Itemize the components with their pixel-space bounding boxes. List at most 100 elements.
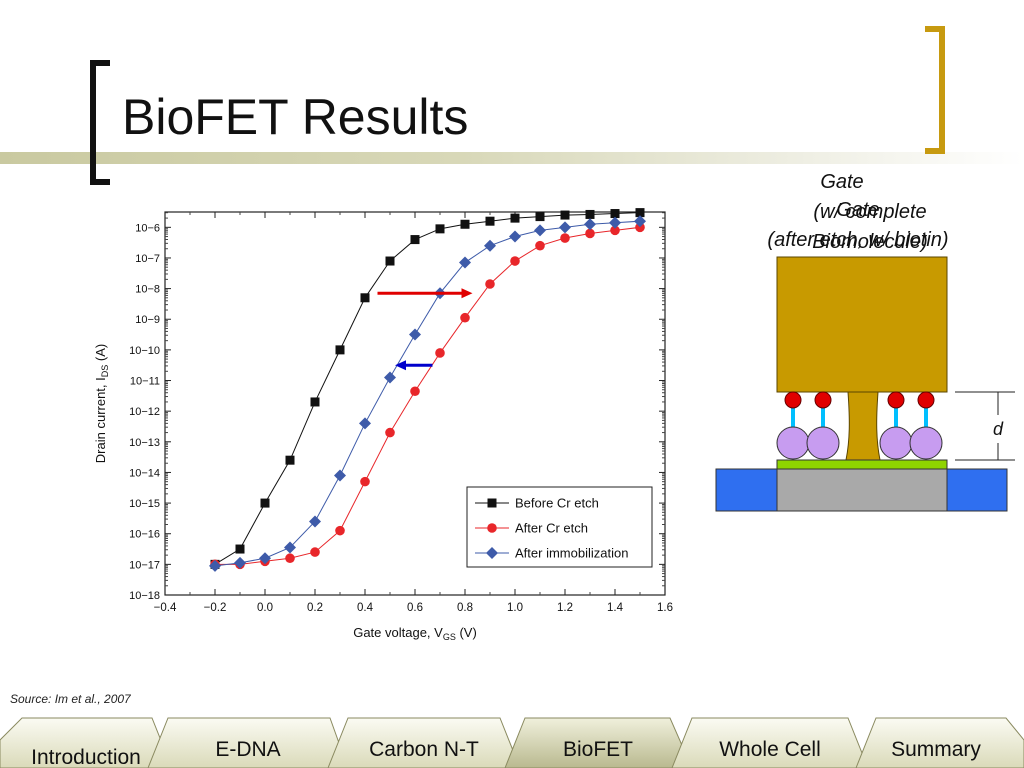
right-bracket-decoration [925,26,945,154]
x-tick-label: 0.0 [257,602,273,614]
data-point [484,239,496,252]
nav-tab-introduction-label: Introduction [31,746,141,768]
data-point [459,256,471,269]
drain-current-chart: 10−18 10−17 10−16 10−15 10−14 10−13 10−12 10−11… [93,208,673,642]
chart-legend: Before Cr etch After Cr etch After immobil… [466,486,653,568]
y-tick-label: 10−8 [135,284,160,296]
data-point [509,230,521,243]
series-diamond [209,215,646,572]
data-point [285,455,295,465]
legend-box [466,486,653,568]
channel-substrate [776,468,948,512]
protein-1 [776,426,810,460]
data-point [460,312,470,323]
left-bracket-decoration [90,60,110,185]
nav-tab-whole-cell-label: Whole Cell [719,738,821,761]
data-point [285,553,295,564]
biotin-dot-3 [887,391,905,409]
shift-arrow-head [395,360,406,371]
data-point [359,417,371,430]
y-tick-label: 10−6 [135,222,160,234]
y-tick-label: 10−12 [129,406,160,418]
data-point [260,498,270,508]
data-point [335,345,345,355]
y-tick-label: 10−10 [129,345,160,357]
nav-tab-carbon-n-t-label: Carbon N-T [369,738,479,761]
data-point [609,216,621,229]
y-tick-label: 10−17 [129,559,160,571]
data-point [310,397,320,407]
nav-tab-introduction[interactable]: Introduction [0,717,173,768]
data-point [560,210,570,220]
distance-label: d [993,419,1004,439]
data-point [585,228,595,239]
y-tick-label: 10−16 [129,529,160,541]
nav-tab-summary[interactable]: Summary [855,717,1024,768]
data-point [610,225,620,236]
legend-marker [487,523,497,533]
gate-label-line-2b: (after etch, w/ biotin) [767,229,948,251]
gate-label-line-1b: (w/ complete [813,201,926,223]
title-underline-bar [0,152,1024,164]
data-point [385,427,395,438]
sensing-layer [776,459,948,470]
protein-2 [806,426,840,460]
gate-label-line-1c: Biomolecule) [812,231,928,253]
series-square [210,208,645,569]
legend-marker [486,547,498,559]
data-point [635,208,645,218]
data-point [234,556,246,569]
data-point [310,547,320,557]
chart-series-group [209,208,646,572]
biotin-dot-2 [814,391,832,409]
data-point [510,256,520,266]
x-tick-label: −0.2 [204,602,227,614]
nav-tab-biofet[interactable]: BioFET [504,717,693,768]
nav-tab-e-dna[interactable]: E-DNA [147,717,349,768]
data-point [384,371,396,384]
nav-tab-whole-cell[interactable]: Whole Cell [671,717,869,768]
y-tick-label: 10−11 [130,376,160,388]
gate-block [776,256,948,393]
y-tick-label: 10−18 [129,590,160,602]
x-tick-label: 0.6 [407,602,423,614]
protein-3 [879,426,913,460]
y-tick-label: 10−15 [129,498,160,510]
data-point [535,240,545,251]
data-point [560,233,570,243]
data-point [634,215,646,228]
x-tick-label: 1.6 [657,602,673,614]
data-point [635,222,645,233]
section-nav-bar: Introduction E-DNA Carbon N-T BioFET Who… [0,717,1024,768]
biofet-device-diagram: Gate (w/ complete Biomolecule) Gate (aft… [715,171,1015,512]
data-point [510,213,520,223]
data-point [610,209,620,219]
data-point [360,293,370,303]
chart-annotations-group [377,288,473,371]
data-point [385,256,395,266]
data-point [335,525,345,536]
data-point [435,224,445,234]
data-point [209,559,221,572]
legend-label: Before Cr etch [515,496,599,511]
gate-pillar [845,391,881,461]
data-point [485,216,495,226]
data-point [584,218,596,231]
drain-electrode [946,468,1008,512]
data-point [410,386,420,397]
data-point [284,541,296,554]
data-point [485,279,495,289]
nav-tab-carbon-n-t[interactable]: Carbon N-T [327,717,521,768]
x-tick-label: 0.4 [357,602,374,614]
x-tick-label: 1.4 [607,602,624,614]
legend-label: After immobilization [515,546,628,561]
data-point [259,552,271,565]
chart-axes-group: 10−18 10−17 10−16 10−15 10−14 10−13 10−12 10−11… [93,211,673,642]
nav-tab-e-dna-label: E-DNA [215,738,280,761]
page-title: BioFET Results [122,89,469,145]
data-point [534,224,546,237]
series-circle [210,222,645,570]
data-point [334,469,346,482]
x-tick-label: 0.8 [457,602,473,614]
gate-label-line-2a: Gate [836,199,879,221]
